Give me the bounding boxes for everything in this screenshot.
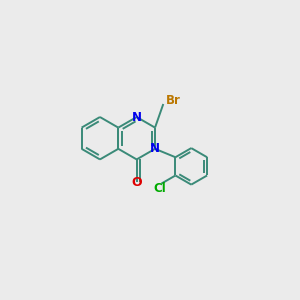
Text: N: N <box>150 142 160 155</box>
Text: N: N <box>132 110 142 124</box>
Text: O: O <box>131 176 142 190</box>
Text: Br: Br <box>166 94 181 107</box>
Text: Cl: Cl <box>154 182 166 195</box>
